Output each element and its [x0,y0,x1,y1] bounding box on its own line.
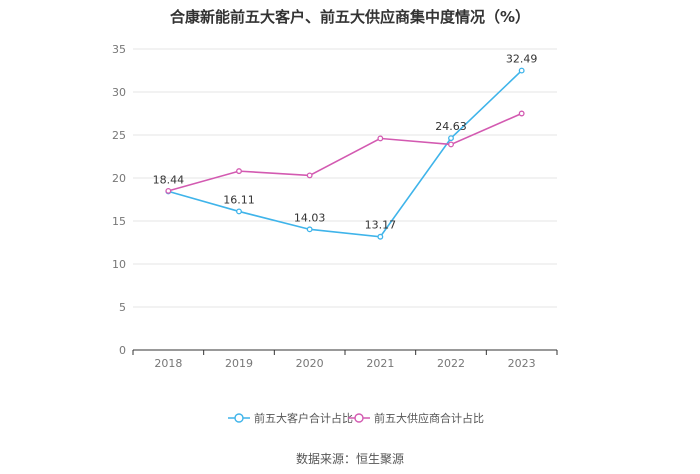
data-point [236,168,242,175]
y-tick-label: 20 [112,172,126,185]
data-point [518,110,525,117]
data-label: 14.03 [294,211,326,224]
y-tick-label: 0 [119,344,126,357]
data-label: 32.49 [506,53,538,66]
series-line [168,112,522,192]
legend-marker [234,413,244,423]
y-tick-label: 15 [112,215,126,228]
legend-item-1: 前五大客户合计占比 [228,411,353,425]
series-layer: 18.44 16.11 14.03 13.17 24.63 32.49 [153,53,538,240]
data-label: 18.44 [153,173,185,186]
series-1: 18.44 16.11 14.03 13.17 24.63 32.49 [153,53,538,240]
y-tick-label: 10 [112,258,126,271]
data-point [236,208,242,215]
data-point [518,67,525,74]
data-point [377,233,384,240]
legend-label: 前五大客户合计占比 [254,411,353,425]
data-label: 13.17 [365,219,397,232]
legend-label: 前五大供应商合计占比 [374,411,484,425]
x-axis: 2018 2019 2020 2021 2022 2023 [132,349,558,370]
x-tick-label: 2021 [366,357,394,370]
chart-title: 合康新能前五大客户、前五大供应商集中度情况（%） [169,8,531,26]
data-point [306,172,313,179]
legend: 前五大客户合计占比 前五大供应商合计占比 [228,411,484,425]
data-point [165,187,172,194]
legend-item-2: 前五大供应商合计占比 [348,411,484,425]
y-tick-label: 5 [119,301,126,314]
source-note: 数据来源：恒生聚源 [295,452,404,466]
x-tick-label: 2020 [296,357,324,370]
data-point [448,135,454,142]
y-tick-label: 25 [112,129,126,142]
y-tick-label: 35 [112,43,126,56]
grid-lines [133,48,557,308]
series-line [168,70,523,238]
x-tick-label: 2018 [154,357,182,370]
x-tick-label: 2023 [508,357,536,370]
data-label: 16.11 [223,193,255,206]
x-tick-label: 2019 [225,357,253,370]
y-axis: 0 5 10 15 20 25 30 35 [112,43,126,357]
data-point [377,135,384,142]
x-tick-label: 2022 [437,357,465,370]
legend-marker [354,413,364,423]
data-point [306,226,313,233]
data-point [448,141,454,148]
data-label: 24.63 [435,120,467,133]
series-2 [165,110,525,194]
y-tick-label: 30 [112,86,126,99]
